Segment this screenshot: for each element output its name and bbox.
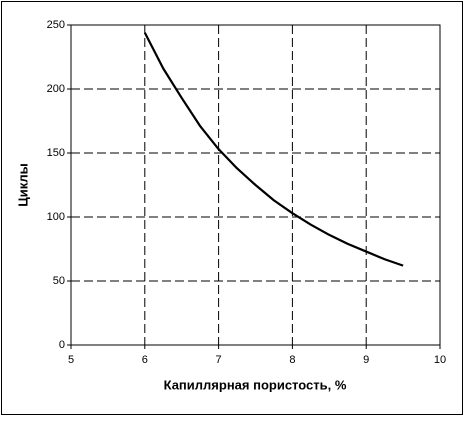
x-tick-label: 9 <box>363 354 369 366</box>
y-tick-label: 150 <box>47 147 65 159</box>
x-tick-label: 10 <box>434 354 446 366</box>
y-tick-label: 250 <box>47 19 65 31</box>
plot-area <box>70 24 441 346</box>
x-tick-label: 5 <box>68 354 74 366</box>
frame <box>1 1 463 415</box>
y-tick-label: 0 <box>59 339 65 351</box>
x-tick-label: 8 <box>289 354 295 366</box>
y-tick-label: 200 <box>47 83 65 95</box>
x-tick-label: 6 <box>142 354 148 366</box>
x-tick-label: 7 <box>216 354 222 366</box>
y-axis-title: Циклы <box>15 163 30 207</box>
line <box>143 32 404 267</box>
y-tick-label: 100 <box>47 211 65 223</box>
y-tick-label: 50 <box>53 275 65 287</box>
x-axis-title: Капиллярная пористость, % <box>164 377 347 392</box>
